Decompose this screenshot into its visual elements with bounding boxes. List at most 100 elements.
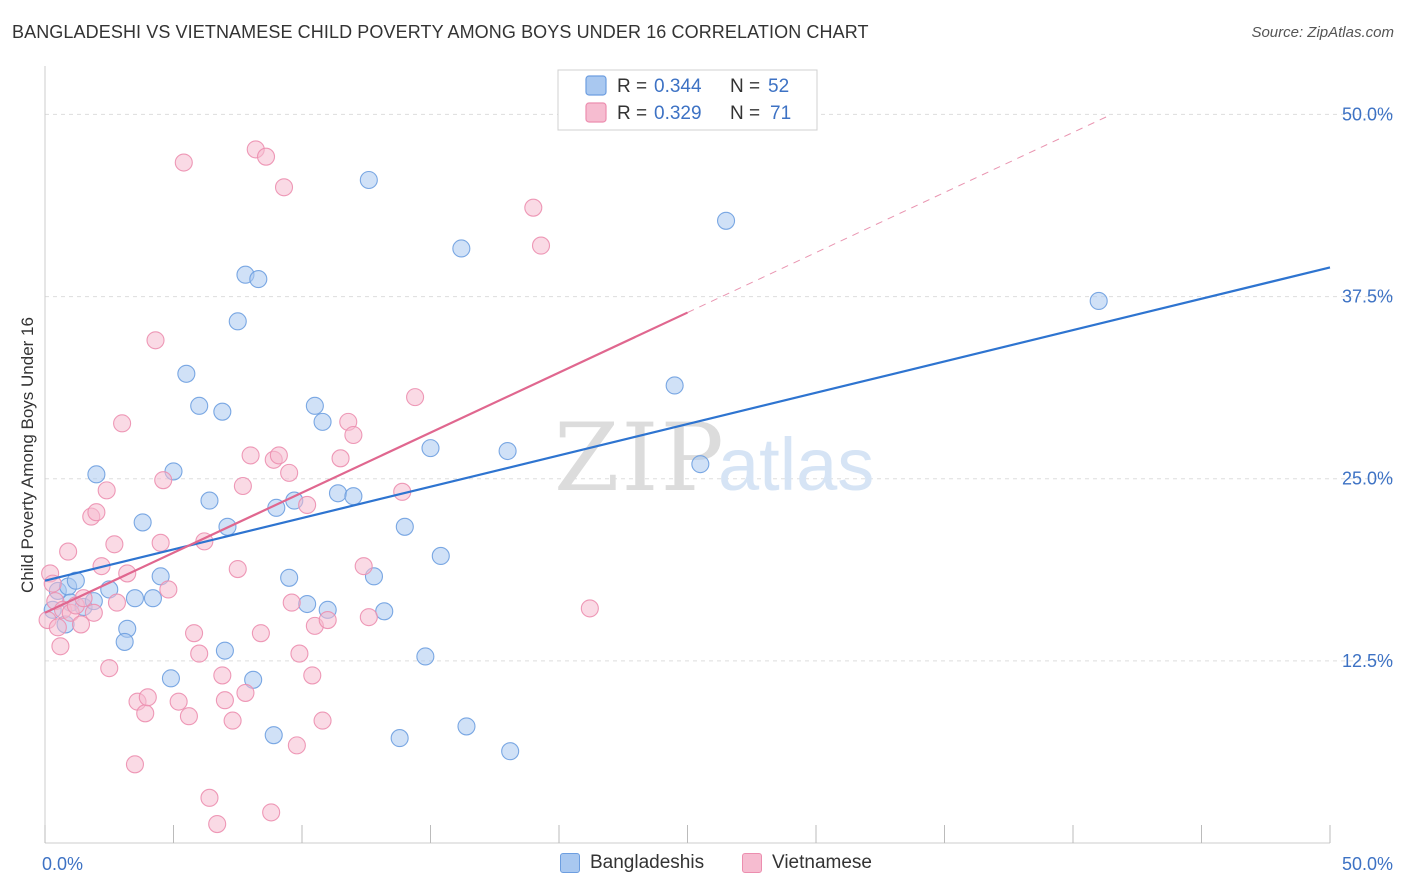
vietnamese-point-37	[208, 815, 227, 834]
vietnamese-point-19	[107, 593, 127, 612]
y-tick-label-2: 37.5%	[1342, 287, 1393, 307]
bangladeshis-point-21	[213, 402, 232, 421]
legend-n-label-pink: N =	[730, 103, 760, 124]
legend-r-value-blue: 0.344	[654, 76, 702, 97]
vietnamese-point-67	[406, 388, 425, 407]
legend-n-value-pink: 71	[770, 103, 791, 124]
watermark: ZIP atlas	[554, 404, 874, 513]
data-points	[38, 140, 1108, 834]
vietnamese-point-28	[154, 471, 173, 490]
tick-labels: 12.5% 25.0% 37.5% 50.0% 0.0% 50.0%	[42, 104, 1393, 874]
bangladeshis-point-8	[87, 465, 106, 484]
bangladeshis-point-13	[133, 513, 152, 532]
vietnamese-point-5	[51, 637, 70, 656]
legend-r-label-pink: R =	[617, 103, 647, 124]
vietnamese-point-55	[290, 644, 309, 663]
vietnamese-point-27	[151, 533, 170, 552]
vietnamese-point-30	[169, 692, 188, 711]
vietnamese-swatch	[742, 853, 762, 873]
vietnamese-point-39	[215, 691, 234, 710]
vietnamese-point-32	[179, 707, 198, 726]
bangladeshis-point-36	[328, 484, 348, 503]
x-tick-label-1: 50.0%	[1342, 854, 1393, 874]
vietnamese-point-52	[280, 463, 299, 482]
vietnamese-point-26	[146, 331, 165, 350]
vietnamese-point-4	[48, 618, 67, 637]
bangladeshis-point-43	[416, 647, 435, 666]
vietnamese-point-17	[100, 659, 119, 678]
vietnamese-trend-extension	[687, 113, 1112, 314]
bangladeshis-point-20	[200, 491, 219, 510]
bangladeshis-point-33	[305, 396, 324, 415]
vietnamese-point-46	[251, 624, 270, 643]
vietnamese-point-25	[138, 688, 157, 707]
y-tick-label-0: 12.5%	[1342, 651, 1393, 671]
bangladeshis-trend-line	[44, 266, 1331, 582]
vietnamese-point-51	[274, 178, 294, 197]
vietnamese-point-18	[105, 535, 124, 554]
bottom-legend-vietnamese: Vietnamese	[742, 852, 872, 874]
vietnamese-point-47	[256, 147, 276, 166]
bangladeshis-point-22	[215, 641, 234, 660]
vietnamese-point-24	[136, 704, 155, 723]
gridlines	[45, 113, 1394, 662]
vietnamese-point-33	[185, 624, 204, 643]
vietnamese-trend-line	[44, 311, 688, 614]
bangladeshis-point-18	[177, 364, 196, 383]
bangladeshis-point-47	[457, 717, 476, 736]
bangladeshis-point-14	[143, 589, 162, 608]
axes	[44, 66, 1331, 844]
vietnamese-label: Vietnamese	[772, 852, 872, 873]
vietnamese-point-42	[233, 476, 252, 496]
vietnamese-point-29	[159, 580, 178, 599]
bangladeshis-point-38	[359, 170, 378, 190]
bangladeshis-point-32	[298, 594, 317, 614]
trend-lines	[44, 113, 1331, 614]
vietnamese-point-64	[354, 557, 373, 576]
chart-title: BANGLADESHI VS VIETNAMESE CHILD POVERTY …	[12, 22, 869, 42]
bangladeshis-point-11	[115, 632, 134, 651]
y-tick-label-1: 25.0%	[1342, 469, 1393, 489]
vietnamese-point-59	[313, 711, 332, 730]
vietnamese-point-61	[331, 449, 350, 468]
x-tick-label-0: 0.0%	[42, 854, 83, 874]
vietnamese-point-53	[282, 593, 301, 612]
legend-n-value-blue: 52	[768, 76, 789, 97]
vietnamese-point-40	[223, 711, 242, 730]
bangladeshis-swatch	[560, 853, 580, 873]
bangladeshis-point-28	[264, 726, 283, 745]
vietnamese-point-60	[318, 611, 337, 630]
bangladeshis-point-44	[421, 439, 440, 458]
bangladeshis-point-49	[501, 742, 520, 761]
legend-swatch-pink	[585, 102, 607, 123]
bangladeshis-point-27	[249, 270, 268, 289]
chart-source: Source: ZipAtlas.com	[1251, 24, 1394, 41]
vietnamese-point-20	[113, 414, 132, 433]
bangladeshis-point-24	[228, 312, 247, 331]
bangladeshis-point-12	[125, 589, 144, 608]
bangladeshis-point-48	[498, 441, 517, 461]
vietnamese-point-31	[174, 153, 193, 172]
vietnamese-point-34	[190, 644, 209, 663]
bangladeshis-point-51	[691, 455, 710, 474]
bangladeshis-point-42	[395, 517, 414, 536]
vietnamese-point-70	[580, 599, 599, 618]
vietnamese-point-56	[298, 495, 317, 514]
legend-r-label-blue: R =	[617, 76, 647, 97]
legend-swatch-blue	[585, 75, 607, 96]
bangladeshis-point-19	[190, 396, 209, 415]
vietnamese-point-36	[200, 788, 219, 807]
vietnamese-point-54	[287, 736, 306, 755]
vietnamese-point-14	[87, 503, 106, 522]
vietnamese-point-10	[71, 615, 91, 634]
stats-legend: R = 0.344 N = 52 R = 0.329 N = 71	[557, 69, 818, 131]
legend-n-label-blue: N =	[730, 76, 760, 97]
vietnamese-point-43	[236, 683, 255, 702]
bangladeshis-point-40	[375, 602, 394, 621]
bangladeshis-point-16	[161, 669, 180, 688]
bangladeshis-point-34	[313, 412, 332, 431]
vietnamese-point-63	[344, 425, 363, 445]
vietnamese-point-48	[262, 803, 281, 822]
vietnamese-point-16	[97, 481, 116, 500]
